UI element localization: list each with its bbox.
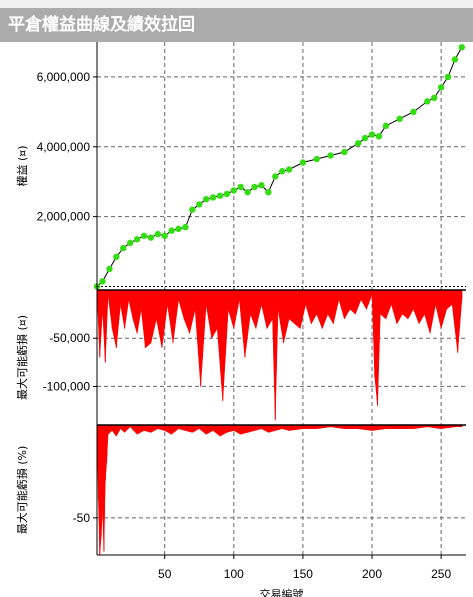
- equity-point: [313, 155, 320, 163]
- equity-point: [437, 84, 445, 91]
- equity-line: [96, 46, 463, 287]
- equity-point: [244, 188, 251, 196]
- chart-area: 2,000,000 4,000,000 6,000,000 權益 (¤) -50,00…: [15, 42, 466, 597]
- equity-point: [361, 134, 369, 142]
- equity-point: [230, 187, 238, 194]
- equity-point: [113, 253, 120, 261]
- x-axis: 50 100 150 200 250 交易編號: [97, 554, 466, 597]
- x-axis-label: 交易編號: [260, 587, 304, 597]
- equity-point: [209, 194, 217, 201]
- equity-point: [196, 201, 203, 208]
- x-tick-label-5: 250: [431, 567, 451, 581]
- equity-point: [251, 183, 258, 191]
- y-tick-label-1-3: 6,000,000: [37, 70, 91, 84]
- equity-point: [341, 148, 348, 156]
- y-axis-label-drawdown_pct: 最大可能虧損 (%): [15, 446, 29, 535]
- x-tick-label-4: 200: [362, 567, 382, 581]
- equity-point: [120, 244, 127, 252]
- y-tick-label-1-1: 2,000,000: [37, 210, 91, 224]
- y-axis-label-equity: 權益 (¤): [15, 145, 29, 186]
- equity-point: [368, 131, 376, 138]
- y-tick-label-1-2: 4,000,000: [37, 140, 91, 154]
- equity-point: [189, 206, 196, 213]
- equity-point: [265, 188, 272, 196]
- equity-point: [375, 133, 383, 140]
- equity-point: [355, 140, 362, 147]
- drawdown-pct-panel: -50 最大可能虧損 (%): [15, 424, 466, 556]
- equity-point: [182, 223, 189, 231]
- x-tick-label-2: 100: [224, 567, 244, 581]
- equity-point: [444, 73, 452, 81]
- drawdown-area-drawdown_abs: [96, 289, 463, 421]
- equity-point: [133, 236, 141, 243]
- equity-point: [451, 56, 459, 63]
- equity-point: [327, 152, 334, 159]
- equity-point: [147, 234, 155, 241]
- equity-point: [278, 168, 286, 175]
- y-axis-label-drawdown_abs: 最大可能虧損 (¤): [15, 315, 29, 400]
- drawdown-area-drawdown_pct: [96, 424, 463, 556]
- equity-point: [410, 108, 417, 116]
- equity-point: [126, 239, 134, 247]
- equity-point: [161, 232, 168, 240]
- y-tick-label-3-1: -50: [73, 511, 91, 525]
- equity-point: [431, 94, 438, 102]
- equity-point: [458, 44, 466, 51]
- x-tick-label-1: 50: [158, 567, 172, 581]
- equity-point: [106, 265, 113, 273]
- equity-point: [424, 98, 431, 105]
- window-top-strip: [0, 0, 473, 8]
- equity-panel: 2,000,000 4,000,000 6,000,000 權益 (¤): [15, 42, 466, 290]
- equity-point: [382, 122, 390, 130]
- equity-point: [175, 225, 182, 233]
- drawdown-abs-panel: -50,000 -100,000 最大可能虧損 (¤): [15, 289, 466, 425]
- equity-point: [237, 183, 244, 191]
- equity-point: [272, 173, 279, 180]
- y-tick-label-2-1: -50,000: [49, 331, 90, 345]
- equity-point: [168, 227, 175, 234]
- equity-point: [140, 232, 148, 240]
- equity-point: [285, 166, 293, 173]
- window-title: 平倉權益曲線及績效拉回: [0, 8, 473, 42]
- equity-point: [154, 230, 162, 238]
- x-tick-label-3: 150: [293, 567, 313, 581]
- y-tick-label-2-2: -100,000: [43, 379, 91, 393]
- equity-point: [216, 192, 224, 199]
- equity-point: [223, 190, 231, 198]
- equity-point: [202, 195, 210, 203]
- equity-point: [299, 159, 307, 166]
- equity-point: [258, 182, 265, 189]
- equity-point: [396, 115, 403, 123]
- equity-point: [99, 278, 106, 285]
